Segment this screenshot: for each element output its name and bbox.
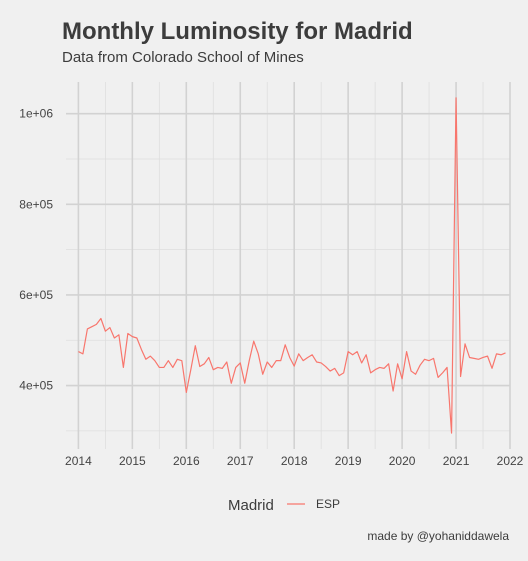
- minor-grid: [66, 82, 510, 449]
- chart-caption: made by @yohaniddawela: [367, 529, 509, 543]
- x-tick-label-2017: 2017: [227, 454, 254, 468]
- legend: Madrid ESP: [228, 497, 340, 514]
- x-tick-label-2020: 2020: [389, 454, 416, 468]
- chart-subtitle: Data from Colorado School of Mines: [62, 49, 304, 66]
- y-tick-label-600000: 6e+05: [19, 288, 53, 302]
- x-axis-tick-labels: 2014 2015 2016 2017 2018 2019 2020 2021 2022: [65, 454, 524, 468]
- x-tick-label-2016: 2016: [173, 454, 200, 468]
- legend-title: Madrid: [228, 497, 274, 514]
- x-tick-label-2015: 2015: [119, 454, 146, 468]
- series-line-esp: [78, 97, 506, 434]
- x-tick-label-2019: 2019: [335, 454, 362, 468]
- y-tick-label-1000000: 1e+06: [19, 107, 53, 121]
- x-tick-label-2022: 2022: [497, 454, 524, 468]
- chart-title: Monthly Luminosity for Madrid: [62, 18, 413, 45]
- series-layer: [78, 97, 506, 434]
- y-axis-tick-labels: 4e+05 6e+05 8e+05 1e+06: [19, 107, 53, 393]
- major-grid: [66, 82, 511, 449]
- y-tick-label-800000: 8e+05: [19, 197, 53, 211]
- x-tick-label-2014: 2014: [65, 454, 92, 468]
- x-tick-label-2021: 2021: [443, 454, 470, 468]
- legend-label-esp: ESP: [316, 497, 340, 511]
- y-tick-label-400000: 4e+05: [19, 379, 53, 393]
- x-tick-label-2018: 2018: [281, 454, 308, 468]
